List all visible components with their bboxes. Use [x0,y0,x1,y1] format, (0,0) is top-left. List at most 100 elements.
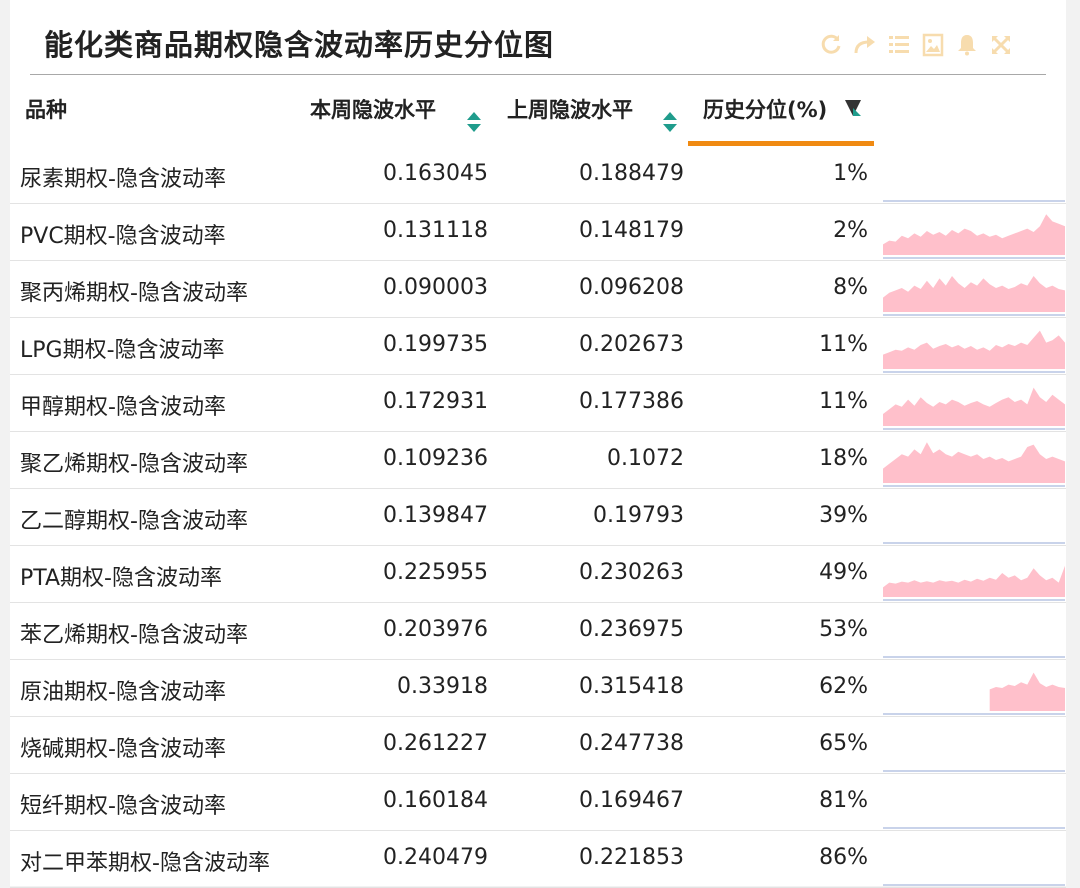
sparkline-area [883,330,1065,369]
row-previous: 0.19793 [593,503,684,528]
row-previous: 0.202673 [579,332,684,357]
row-name: 聚乙烯期权-隐含波动率 [20,452,248,477]
header-name[interactable]: 品种 [25,98,67,122]
alert-button[interactable] [952,30,982,60]
row-percentile: 81% [819,788,868,813]
row-previous: 0.177386 [579,389,684,414]
row-name: 甲醇期权-隐含波动率 [20,395,226,420]
row-current: 0.131118 [383,218,488,243]
sort-previous-icon[interactable] [661,110,679,134]
table-row[interactable]: 尿素期权-隐含波动率 0.163045 0.188479 1% [10,146,1066,204]
row-previous: 0.096208 [579,275,684,300]
row-name: 苯乙烯期权-隐含波动率 [20,623,248,648]
row-name: PTA期权-隐含波动率 [20,566,222,591]
table-row[interactable]: 苯乙烯期权-隐含波动率 0.203976 0.236975 53% [10,602,1066,660]
sparkline-area [883,387,1065,426]
header-previous[interactable]: 上周隐波水平 [507,98,633,122]
save-image-button[interactable] [918,30,948,60]
sparkline-area [883,276,1065,312]
refresh-icon [821,34,841,54]
row-previous: 0.169467 [579,788,684,813]
row-current: 0.33918 [397,674,488,699]
row-name: 原油期权-隐含波动率 [20,680,226,705]
row-current: 0.261227 [383,731,488,756]
row-name: PVC期权-隐含波动率 [20,224,226,249]
sparkline-area [883,565,1065,597]
trend-sparkline [883,435,1065,487]
row-percentile: 18% [819,446,868,471]
table-row[interactable]: 短纤期权-隐含波动率 0.160184 0.169467 81% [10,773,1066,831]
trend-sparkline [883,492,1065,544]
trend-sparkline [883,720,1065,772]
sparkline-svg [883,214,1065,255]
row-current: 0.160184 [383,788,488,813]
row-percentile: 1% [833,161,868,186]
active-sort-underline [688,141,874,146]
table-row[interactable]: 原油期权-隐含波动率 0.33918 0.315418 62% [10,659,1066,717]
row-name: 短纤期权-隐含波动率 [20,794,226,819]
trend-sparkline [883,264,1065,316]
table-row[interactable]: PTA期权-隐含波动率 0.225955 0.230263 49% [10,545,1066,603]
trend-sparkline [883,663,1065,715]
refresh-button[interactable] [816,30,846,60]
trend-sparkline [883,321,1065,373]
row-percentile: 86% [819,845,868,870]
row-percentile: 8% [833,275,868,300]
table-row[interactable]: 聚乙烯期权-隐含波动率 0.109236 0.1072 18% [10,431,1066,489]
row-current: 0.109236 [383,446,488,471]
sort-percentile-active-icon[interactable] [844,98,862,118]
redo-button[interactable] [850,30,880,60]
row-percentile: 11% [819,389,868,414]
table-row[interactable]: 甲醇期权-隐含波动率 0.172931 0.177386 11% [10,374,1066,432]
list-button[interactable] [884,30,914,60]
trend-sparkline [883,207,1065,259]
header-current[interactable]: 本周隐波水平 [310,98,436,122]
row-name: 尿素期权-隐含波动率 [20,167,226,192]
sparkline-svg [883,387,1065,426]
row-name: 对二甲苯期权-隐含波动率 [20,851,270,876]
row-percentile: 49% [819,560,868,585]
table-header: 品种 本周隐波水平 上周隐波水平 历史分位(%) [10,78,1066,146]
trend-sparkline [883,378,1065,430]
row-previous: 0.1072 [607,446,684,471]
row-previous: 0.315418 [579,674,684,699]
sparkline-svg [989,672,1065,711]
table-row[interactable]: 对二甲苯期权-隐含波动率 0.240479 0.221853 86% [10,830,1066,888]
image-icon [922,33,944,57]
redo-icon [854,36,875,54]
row-current: 0.203976 [383,617,488,642]
sparkline-svg [883,565,1065,597]
sort-current-icon[interactable] [465,110,483,134]
row-name: 乙二醇期权-隐含波动率 [20,509,248,534]
row-current: 0.163045 [383,161,488,186]
row-current: 0.240479 [383,845,488,870]
title-divider [30,74,1046,75]
table-row[interactable]: 乙二醇期权-隐含波动率 0.139847 0.19793 39% [10,488,1066,546]
row-current: 0.090003 [383,275,488,300]
row-percentile: 65% [819,731,868,756]
table-row[interactable]: PVC期权-隐含波动率 0.131118 0.148179 2% [10,203,1066,261]
row-name: LPG期权-隐含波动率 [20,338,225,363]
trend-sparkline [883,777,1065,829]
toolbar [816,30,1016,60]
table-row[interactable]: 聚丙烯期权-隐含波动率 0.090003 0.096208 8% [10,260,1066,318]
fullscreen-icon [992,36,1010,54]
row-previous: 0.188479 [579,161,684,186]
row-previous: 0.148179 [579,218,684,243]
sparkline-area [989,672,1065,711]
row-name: 烧碱期权-隐含波动率 [20,737,226,762]
row-previous: 0.247738 [579,731,684,756]
row-previous: 0.230263 [579,560,684,585]
sparkline-svg [883,330,1065,369]
sparkline-svg [883,442,1065,483]
row-current: 0.225955 [383,560,488,585]
row-percentile: 11% [819,332,868,357]
chart-card: 能化类商品期权隐含波动率历史分位图 品种 本周隐波水平 上周隐波水平 历史分位(… [10,0,1066,888]
list-icon [889,36,909,53]
row-percentile: 62% [819,674,868,699]
table-row[interactable]: LPG期权-隐含波动率 0.199735 0.202673 11% [10,317,1066,375]
table-row[interactable]: 烧碱期权-隐含波动率 0.261227 0.247738 65% [10,716,1066,774]
fullscreen-button[interactable] [986,30,1016,60]
sparkline-area [883,442,1065,483]
header-percentile[interactable]: 历史分位(%) [703,98,828,122]
